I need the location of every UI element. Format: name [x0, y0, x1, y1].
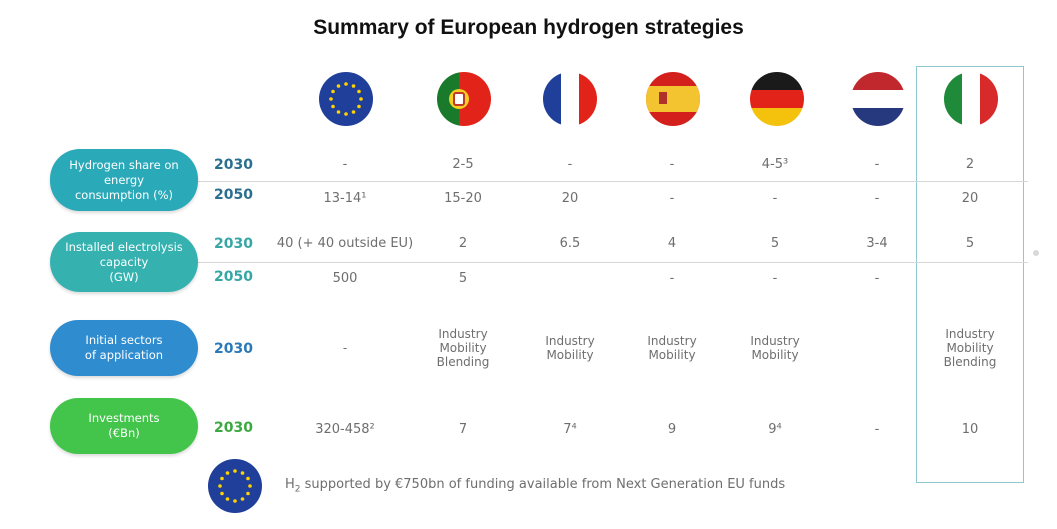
eu-flag-icon [319, 72, 373, 126]
table-cell: - [874, 271, 880, 286]
chart-title: Summary of European hydrogen strategies [313, 16, 744, 39]
table-cell: 6.5 [559, 236, 581, 251]
table-cell: 13-14¹ [323, 191, 367, 206]
table-cell: 5 [965, 236, 975, 251]
year-label: 2030 [214, 420, 253, 436]
category-pill-electrolysis: Installed electrolysis capacity (GW) [50, 232, 198, 292]
table-cell: Industry Mobility Blending [436, 327, 490, 369]
table-cell: 20 [961, 191, 979, 206]
table-cell: - [669, 157, 675, 172]
category-pill-sectors: Initial sectors of application [50, 320, 198, 376]
table-cell: 15-20 [444, 191, 482, 206]
category-label: (GW) [109, 269, 139, 284]
table-cell: - [669, 191, 675, 206]
table-cell: - [567, 157, 573, 172]
category-label: Hydrogen share on [69, 157, 179, 172]
category-label: energy [103, 172, 145, 187]
decorative-dot [1033, 250, 1039, 256]
table-cell: - [874, 157, 880, 172]
italy-flag-icon [944, 72, 998, 126]
table-cell: 9⁴ [768, 422, 782, 437]
table-cell: - [772, 271, 778, 286]
table-cell: 320-458² [315, 422, 375, 437]
table-cell: 2 [458, 236, 468, 251]
spain-flag-icon [646, 72, 700, 126]
table-cell: 20 [561, 191, 579, 206]
table-cell: 7⁴ [563, 422, 577, 437]
table-cell: 2 [965, 157, 975, 172]
table-cell: - [669, 271, 675, 286]
year-label: 2030 [214, 236, 253, 252]
germany-flag-icon [750, 72, 804, 126]
table-cell: - [874, 191, 880, 206]
category-label: capacity [99, 254, 149, 269]
table-cell: 3-4 [866, 236, 888, 251]
year-label: 2030 [214, 157, 253, 173]
eu-flag-icon [208, 459, 262, 513]
table-cell: Industry Mobility [545, 334, 595, 362]
table-cell: Industry Mobility [750, 334, 800, 362]
table-cell: 5 [458, 271, 468, 286]
italy-column-highlight [916, 66, 1024, 483]
row-separator [198, 262, 1028, 263]
table-cell: 4-5³ [761, 157, 789, 172]
table-cell: 10 [961, 422, 979, 437]
table-cell: 9 [667, 422, 677, 437]
category-label: of application [84, 348, 164, 362]
table-cell: Industry Mobility [647, 334, 697, 362]
table-cell: 2-5 [452, 157, 474, 172]
table-cell: - [874, 422, 880, 437]
year-label: 2030 [214, 341, 253, 357]
table-cell: 500 [332, 271, 358, 286]
table-cell: 40 (+ 40 outside EU) [276, 236, 414, 251]
netherlands-flag-icon [851, 72, 905, 126]
category-label: Installed electrolysis [65, 239, 183, 254]
table-cell: Industry Mobility Blending [943, 327, 997, 369]
category-pill-hydrogen-share: Hydrogen share on energy consumption (%) [50, 149, 198, 211]
category-label: consumption (%) [74, 187, 173, 202]
table-cell: 5 [770, 236, 780, 251]
category-label: Initial sectors [85, 333, 163, 347]
category-pill-investments: Investments (€Bn) [50, 398, 198, 454]
france-flag-icon [543, 72, 597, 126]
table-cell: - [772, 191, 778, 206]
table-cell: 7 [458, 422, 468, 437]
table-cell: - [342, 157, 348, 172]
year-label: 2050 [214, 269, 253, 285]
portugal-flag-icon [437, 72, 491, 126]
table-cell: - [342, 341, 348, 355]
category-label: Investments [88, 411, 160, 425]
row-separator [198, 181, 1028, 182]
table-cell: 4 [667, 236, 677, 251]
category-label: (€Bn) [108, 426, 140, 440]
year-label: 2050 [214, 187, 253, 203]
footnote: H2 supported by €750bn of funding availa… [285, 477, 786, 495]
